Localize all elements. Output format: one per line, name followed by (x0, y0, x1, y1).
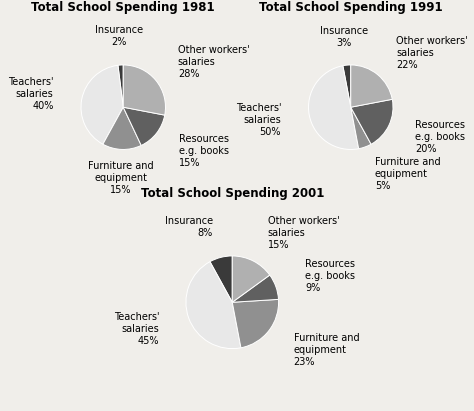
Wedge shape (186, 262, 241, 349)
Wedge shape (351, 65, 392, 107)
Wedge shape (123, 65, 165, 115)
Wedge shape (210, 256, 232, 302)
Text: Furniture and
equipment
5%: Furniture and equipment 5% (375, 157, 440, 191)
Wedge shape (343, 65, 351, 107)
Text: Teachers'
salaries
45%: Teachers' salaries 45% (114, 312, 159, 346)
Text: Teachers'
salaries
40%: Teachers' salaries 40% (8, 77, 54, 111)
Title: Total School Spending 1991: Total School Spending 1991 (259, 1, 443, 14)
Text: Resources
e.g. books
15%: Resources e.g. books 15% (179, 134, 229, 168)
Text: Furniture and
equipment
15%: Furniture and equipment 15% (88, 161, 154, 195)
Text: Insurance
2%: Insurance 2% (95, 25, 143, 48)
Text: Other workers'
salaries
22%: Other workers' salaries 22% (396, 36, 467, 69)
Text: Other workers'
salaries
28%: Other workers' salaries 28% (178, 45, 249, 79)
Title: Total School Spending 2001: Total School Spending 2001 (141, 187, 324, 200)
Text: Furniture and
equipment
23%: Furniture and equipment 23% (294, 333, 359, 367)
Wedge shape (232, 275, 279, 302)
Wedge shape (118, 65, 123, 107)
Wedge shape (232, 299, 279, 348)
Wedge shape (232, 256, 270, 302)
Title: Total School Spending 1981: Total School Spending 1981 (31, 1, 215, 14)
Text: Insurance
3%: Insurance 3% (320, 25, 368, 48)
Wedge shape (351, 99, 393, 144)
Wedge shape (351, 107, 371, 149)
Text: Resources
e.g. books
20%: Resources e.g. books 20% (415, 120, 465, 155)
Text: Other workers'
salaries
15%: Other workers' salaries 15% (267, 216, 339, 250)
Text: Teachers'
salaries
50%: Teachers' salaries 50% (236, 104, 281, 138)
Wedge shape (81, 65, 123, 144)
Wedge shape (309, 66, 359, 150)
Wedge shape (103, 107, 141, 150)
Text: Insurance
8%: Insurance 8% (165, 216, 213, 238)
Wedge shape (123, 107, 165, 145)
Text: Resources
e.g. books
9%: Resources e.g. books 9% (305, 259, 356, 293)
